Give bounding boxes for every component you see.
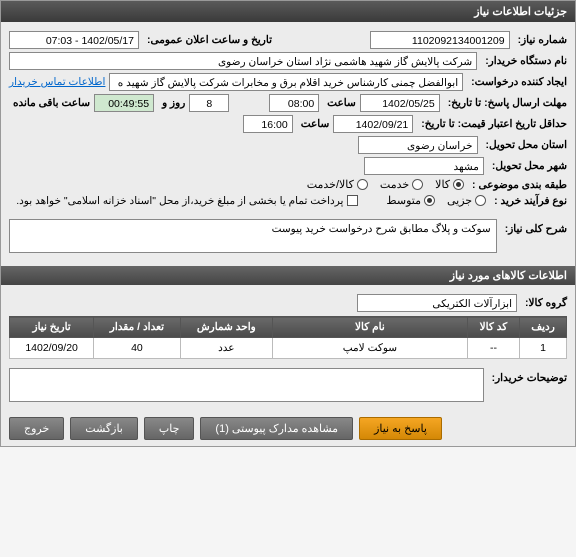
payment-note: پرداخت تمام یا بخشی از مبلغ خرید،از محل … — [16, 195, 343, 207]
row-validity: حداقل تاریخ اعتبار قیمت: تا تاریخ: 1402/… — [9, 115, 567, 133]
buyer-org-field: شرکت پالایش گاز شهید هاشمی نژاد استان خر… — [9, 52, 477, 70]
print-button[interactable]: چاپ — [144, 417, 195, 440]
radio-medium[interactable]: متوسط — [386, 194, 435, 207]
cell-code: -- — [467, 338, 519, 359]
section-goods-header: اطلاعات کالاهای مورد نیاز — [1, 266, 575, 285]
radio-medium-label: متوسط — [386, 194, 421, 207]
purchase-type-label: نوع فرآیند خرید : — [490, 195, 567, 207]
th-date: تاریخ نیاز — [10, 317, 94, 338]
need-desc-label: شرح کلی نیاز: — [501, 219, 567, 235]
radio-small-label: جزیی — [447, 194, 472, 207]
row-need-desc: شرح کلی نیاز: سوکت و پلاگ مطابق شرح درخو… — [9, 219, 567, 253]
city-label: شهر محل تحویل: — [488, 160, 567, 172]
th-name: نام کالا — [272, 317, 467, 338]
row-goods-group: گروه کالا: ابزارآلات الکتریکی — [9, 294, 567, 312]
time-remaining-suffix: ساعت باقی مانده — [9, 97, 90, 109]
time-remaining-field: 00:49:55 — [94, 94, 154, 112]
cell-unit: عدد — [180, 338, 272, 359]
deadline-hour-field: 08:00 — [269, 94, 319, 112]
radio-small-circle — [475, 195, 486, 206]
goods-table: ردیف کد کالا نام کالا واحد شمارش تعداد /… — [9, 316, 567, 359]
radio-both-circle — [357, 179, 368, 190]
contact-link[interactable]: اطلاعات تماس خریدار — [9, 76, 105, 88]
row-category: طبقه بندی موضوعی : کالا خدمت کالا/خدمت — [9, 178, 567, 191]
exit-button[interactable]: خروج — [9, 417, 64, 440]
announce-date-field: 1402/05/17 - 07:03 — [9, 31, 139, 49]
payment-checkbox[interactable] — [347, 195, 358, 206]
details-body: شماره نیاز: 1102092134001209 تاریخ و ساع… — [1, 22, 575, 262]
requester-field: ابوالفضل چمنی کارشناس خرید اقلام برق و م… — [109, 73, 463, 91]
row-city: شهر محل تحویل: مشهد — [9, 157, 567, 175]
attachments-button[interactable]: مشاهده مدارک پیوستی (1) — [200, 417, 353, 440]
buyer-notes-label: توضیحات خریدار: — [488, 368, 567, 384]
need-desc-field: سوکت و پلاگ مطابق شرح درخواست خرید پیوست — [9, 219, 497, 253]
announce-date-label: تاریخ و ساعت اعلان عمومی: — [143, 34, 272, 46]
goods-body: گروه کالا: ابزارآلات الکتریکی ردیف کد کا… — [1, 285, 575, 411]
hour-label-2: ساعت — [297, 118, 330, 130]
cell-row: 1 — [520, 338, 567, 359]
category-label: طبقه بندی موضوعی : — [468, 179, 567, 191]
buyer-notes-field — [9, 368, 484, 402]
goods-group-label: گروه کالا: — [521, 297, 567, 309]
hour-label-1: ساعت — [323, 97, 356, 109]
row-requester: ایجاد کننده درخواست: ابوالفضل چمنی کارشن… — [9, 73, 567, 91]
radio-medium-circle — [424, 195, 435, 206]
row-purchase-type: نوع فرآیند خرید : جزیی متوسط پرداخت تمام… — [9, 194, 567, 207]
radio-kala-label: کالا — [435, 178, 450, 191]
day-label: روز و — [158, 97, 185, 109]
radio-kala-circle — [453, 179, 464, 190]
row-province: استان محل تحویل: خراسان رضوی — [9, 136, 567, 154]
table-row[interactable]: 1 -- سوکت لامپ عدد 40 1402/09/20 — [10, 338, 567, 359]
deadline-date-field: 1402/05/25 — [360, 94, 440, 112]
main-panel: جزئیات اطلاعات نیاز شماره نیاز: 11020921… — [0, 0, 576, 447]
deadline-label: مهلت ارسال پاسخ: تا تاریخ: — [444, 97, 567, 109]
days-remaining-field: 8 — [189, 94, 229, 112]
need-number-field: 1102092134001209 — [370, 31, 510, 49]
radio-both-label: کالا/خدمت — [307, 178, 354, 191]
th-code: کد کالا — [467, 317, 519, 338]
row-need-number: شماره نیاز: 1102092134001209 تاریخ و ساع… — [9, 31, 567, 49]
button-bar: پاسخ به نیاز مشاهده مدارک پیوستی (1) چاپ… — [1, 411, 575, 446]
category-radio-group: کالا خدمت کالا/خدمت — [307, 178, 464, 191]
cell-name: سوکت لامپ — [272, 338, 467, 359]
radio-kala[interactable]: کالا — [435, 178, 464, 191]
back-button[interactable]: بازگشت — [70, 417, 138, 440]
city-field: مشهد — [364, 157, 484, 175]
th-qty: تعداد / مقدار — [94, 317, 180, 338]
panel-title: جزئیات اطلاعات نیاز — [1, 1, 575, 22]
radio-khedmat-label: خدمت — [380, 178, 409, 191]
table-header-row: ردیف کد کالا نام کالا واحد شمارش تعداد /… — [10, 317, 567, 338]
goods-group-field: ابزارآلات الکتریکی — [357, 294, 517, 312]
province-label: استان محل تحویل: — [482, 139, 567, 151]
radio-both[interactable]: کالا/خدمت — [307, 178, 368, 191]
cell-date: 1402/09/20 — [10, 338, 94, 359]
validity-hour-field: 16:00 — [243, 115, 293, 133]
respond-button[interactable]: پاسخ به نیاز — [359, 417, 442, 440]
validity-date-field: 1402/09/21 — [333, 115, 413, 133]
province-field: خراسان رضوی — [358, 136, 478, 154]
th-unit: واحد شمارش — [180, 317, 272, 338]
purchase-type-radio-group: جزیی متوسط — [386, 194, 486, 207]
cell-qty: 40 — [94, 338, 180, 359]
row-buyer-org: نام دستگاه خریدار: شرکت پالایش گاز شهید … — [9, 52, 567, 70]
requester-label: ایجاد کننده درخواست: — [467, 76, 567, 88]
radio-small[interactable]: جزیی — [447, 194, 486, 207]
radio-khedmat[interactable]: خدمت — [380, 178, 423, 191]
row-buyer-notes: توضیحات خریدار: — [9, 368, 567, 402]
validity-label: حداقل تاریخ اعتبار قیمت: تا تاریخ: — [417, 118, 567, 130]
th-row: ردیف — [520, 317, 567, 338]
row-deadline: مهلت ارسال پاسخ: تا تاریخ: 1402/05/25 سا… — [9, 94, 567, 112]
radio-khedmat-circle — [412, 179, 423, 190]
need-number-label: شماره نیاز: — [514, 34, 567, 46]
buyer-org-label: نام دستگاه خریدار: — [481, 55, 567, 67]
